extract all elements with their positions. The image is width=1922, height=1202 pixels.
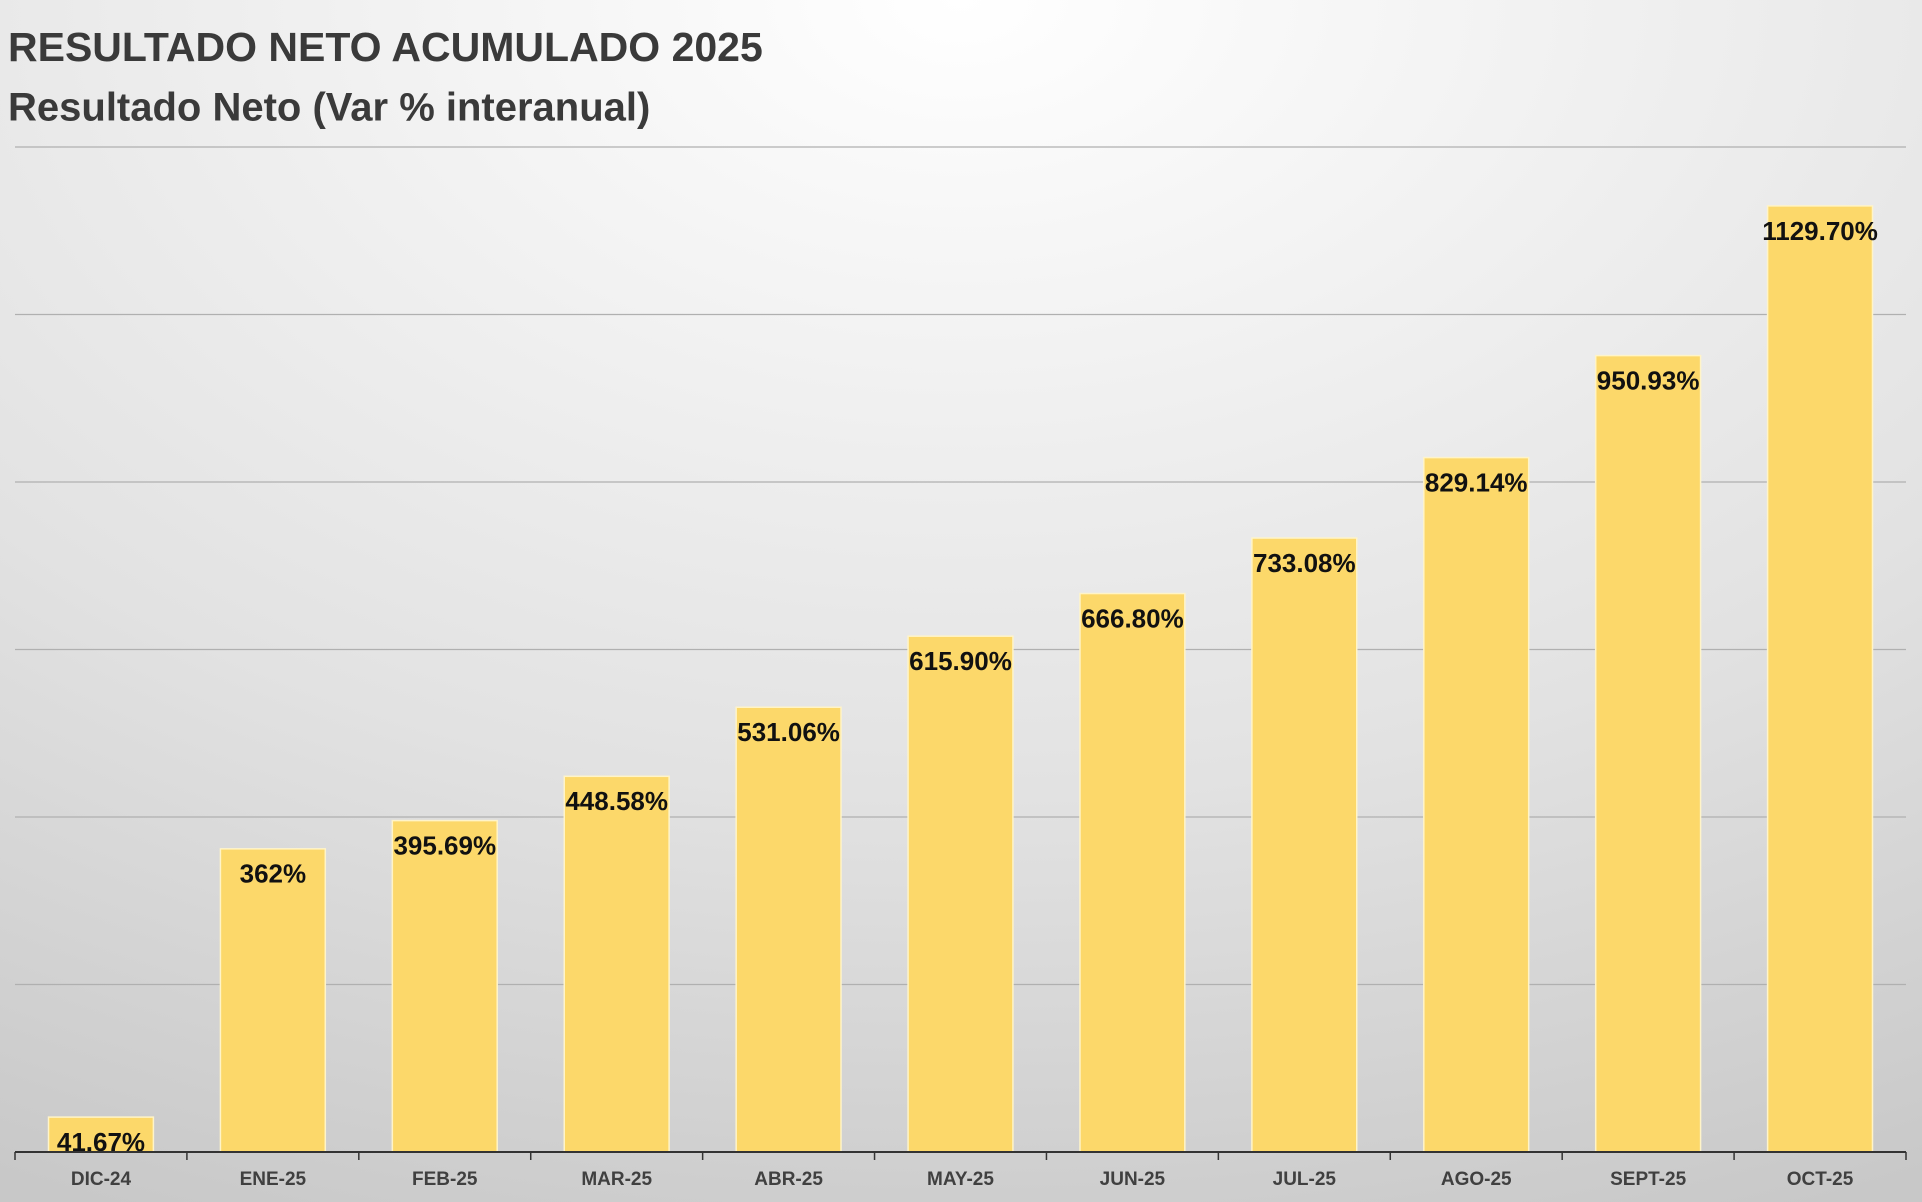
bar [563, 775, 670, 1153]
data-label: 666.80% [1081, 603, 1184, 633]
x-tick-label: ABR-25 [754, 1169, 823, 1190]
data-label: 362% [240, 859, 307, 889]
bar [1766, 205, 1874, 1153]
x-tick-label: JUN-25 [1100, 1169, 1166, 1190]
bar [47, 1116, 155, 1153]
bar [1594, 354, 1702, 1153]
x-tick-label: JUL-25 [1273, 1169, 1337, 1190]
bar [1251, 537, 1358, 1153]
data-label: 531.06% [737, 717, 840, 747]
bar [1079, 592, 1186, 1153]
bar [1423, 456, 1530, 1153]
data-label: 829.14% [1425, 467, 1528, 497]
x-tick-label: MAR-25 [581, 1169, 652, 1190]
chart-title: RESULTADO NETO ACUMULADO 2025 [8, 24, 763, 70]
bar [391, 819, 498, 1153]
data-label: 733.08% [1253, 548, 1356, 578]
x-tick-label: AGO-25 [1441, 1169, 1512, 1190]
x-tick-label: ENE-25 [240, 1169, 307, 1190]
bar [219, 848, 327, 1153]
x-tick-label: DIC-24 [71, 1169, 132, 1190]
x-tick-label: OCT-25 [1787, 1169, 1854, 1190]
data-label: 395.69% [393, 830, 496, 860]
data-label: 615.90% [909, 646, 1012, 676]
data-label: 448.58% [565, 786, 668, 816]
bar [907, 635, 1014, 1153]
data-label: 950.93% [1597, 365, 1700, 395]
chart-subtitle: Resultado Neto (Var % interanual) [8, 86, 650, 130]
bar [735, 706, 842, 1153]
data-label: 1129.70% [1762, 216, 1878, 246]
x-tick-label: FEB-25 [412, 1169, 478, 1190]
x-tick-label: MAY-25 [927, 1169, 994, 1190]
x-tick-label: SEPT-25 [1610, 1169, 1686, 1190]
